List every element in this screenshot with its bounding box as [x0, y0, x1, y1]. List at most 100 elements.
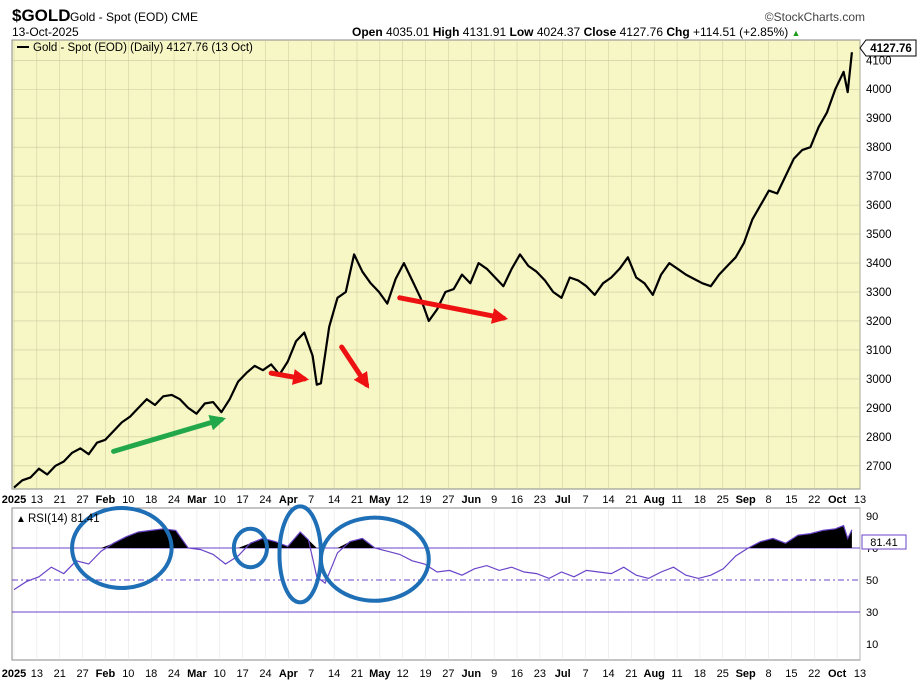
- price-legend: Gold - Spot (EOD) (Daily) 4127.76 (13 Oc…: [33, 42, 253, 54]
- rsi-x-tick: 25: [717, 668, 729, 680]
- close-label: Close: [583, 25, 617, 39]
- rsi-x-tick: 15: [785, 668, 797, 680]
- price-x-tick: 18: [694, 494, 706, 506]
- price-y-tick: 3500: [866, 229, 892, 241]
- rsi-x-tick: Jun: [462, 668, 482, 680]
- low-label: Low: [509, 25, 534, 39]
- chg-value: +114.51 (+2.85%): [693, 25, 789, 39]
- rsi-last-value: 81.41: [870, 537, 898, 549]
- close-value: 4127.76: [619, 25, 663, 39]
- price-panel-background: [11, 39, 861, 490]
- price-y-tick: 3600: [866, 200, 892, 212]
- low-value: 4024.37: [536, 25, 581, 39]
- annotation-ellipse: [231, 526, 270, 570]
- rsi-x-axis: 2025 13 21 27 Feb 10 18 24 Mar 10 17 24 Apr 7 14 21 May 1…: [2, 668, 866, 680]
- price-x-tick: 13: [31, 494, 43, 506]
- price-y-axis: 2700 2800 2900 3000 3100 3200 3300 3400 3500 3600…: [866, 55, 892, 473]
- price-x-tick: 13: [854, 494, 866, 506]
- rsi-x-tick: 18: [145, 668, 157, 680]
- rsi-legend: RSI(14) 81.41: [28, 513, 100, 525]
- rsi-x-tick: 13: [31, 668, 43, 680]
- price-x-tick: 14: [328, 494, 340, 506]
- price-x-tick: 27: [442, 494, 454, 506]
- rsi-x-tick: 18: [694, 668, 706, 680]
- price-x-tick: Feb: [96, 494, 116, 506]
- rsi-overbought-fill: [14, 525, 852, 548]
- red-arrow: [268, 369, 310, 385]
- exchange-text: CME: [171, 10, 199, 24]
- rsi-y-axis: 1030507090: [866, 511, 878, 651]
- rsi-x-tick: 8: [765, 668, 771, 680]
- rsi-annotations: [70, 504, 431, 605]
- rsi-x-tick: 7: [308, 668, 314, 680]
- green-arrow: [111, 414, 226, 454]
- rsi-x-tick: Feb: [96, 668, 116, 680]
- open-value: 4035.01: [386, 25, 430, 39]
- price-y-tick: 4000: [866, 84, 892, 96]
- price-y-tick: 2700: [866, 461, 892, 473]
- price-x-tick: 10: [214, 494, 226, 506]
- price-series-line: [13, 52, 853, 489]
- rsi-grid: [13, 508, 861, 660]
- price-x-tick: 19: [419, 494, 431, 506]
- rsi-x-tick: 14: [328, 668, 340, 680]
- price-annotations: [111, 295, 509, 454]
- price-x-tick: 25: [717, 494, 729, 506]
- price-x-tick: 22: [808, 494, 820, 506]
- red-arrow: [339, 344, 370, 389]
- red-arrow: [397, 295, 509, 324]
- high-label: High: [432, 25, 460, 39]
- rsi-x-tick: 9: [491, 668, 497, 680]
- price-x-tick: 24: [168, 494, 180, 506]
- rsi-x-tick: 21: [54, 668, 66, 680]
- rsi-x-tick: 16: [511, 668, 523, 680]
- rsi-x-tick: Oct: [828, 668, 847, 680]
- price-x-tick: 24: [259, 494, 271, 506]
- price-x-tick: 8: [765, 494, 771, 506]
- price-x-axis: 2025 13 21 27 Feb 10 18 24 Mar 10 17 24 Apr 7 14 21 May 1…: [2, 494, 866, 506]
- rsi-y-tick: 50: [866, 575, 878, 587]
- rsi-x-tick: Sep: [736, 668, 756, 680]
- price-x-tick: 7: [308, 494, 314, 506]
- price-x-tick: 7: [583, 494, 589, 506]
- price-y-tick: 3200: [866, 316, 892, 328]
- price-x-tick: 14: [602, 494, 614, 506]
- description-text: Gold - Spot (EOD): [70, 10, 169, 24]
- price-y-tick: 3400: [866, 258, 892, 270]
- price-x-tick: 21: [625, 494, 637, 506]
- rsi-x-tick: 14: [602, 668, 614, 680]
- price-x-tick: Jun: [462, 494, 482, 506]
- price-x-tick: 16: [511, 494, 523, 506]
- rsi-x-tick: 2025: [2, 668, 26, 680]
- chart-symbol: $GOLD: [12, 6, 71, 25]
- price-y-tick: 3900: [866, 113, 892, 125]
- price-x-tick: 10: [122, 494, 134, 506]
- rsi-x-tick: 23: [534, 668, 546, 680]
- price-x-tick: 23: [534, 494, 546, 506]
- chg-up-arrow-icon: ▲: [791, 28, 801, 38]
- rsi-legend-icon: ▲: [16, 514, 26, 525]
- price-x-tick: 21: [54, 494, 66, 506]
- price-x-tick: 27: [76, 494, 88, 506]
- price-x-tick: Apr: [279, 494, 299, 506]
- price-x-tick: Sep: [736, 494, 756, 506]
- price-x-tick: 12: [397, 494, 409, 506]
- rsi-x-tick: Mar: [187, 668, 207, 680]
- rsi-x-tick: May: [369, 668, 391, 680]
- rsi-x-tick: 24: [168, 668, 180, 680]
- price-x-tick: Jul: [555, 494, 571, 506]
- price-last-value: 4127.76: [870, 43, 912, 55]
- price-x-tick: Mar: [187, 494, 207, 506]
- rsi-x-tick: 7: [583, 668, 589, 680]
- rsi-x-tick: 21: [351, 668, 363, 680]
- price-y-tick: 3300: [866, 287, 892, 299]
- price-y-tick: 3100: [866, 345, 892, 357]
- high-value: 4131.91: [462, 25, 507, 39]
- price-x-tick: 15: [785, 494, 797, 506]
- rsi-x-tick: Aug: [644, 668, 665, 680]
- brand-logo: ©StockCharts.com: [764, 10, 865, 24]
- price-y-tick: 3800: [866, 142, 892, 154]
- price-y-tick: 3000: [866, 374, 892, 386]
- rsi-x-tick: 27: [76, 668, 88, 680]
- price-x-tick: 9: [491, 494, 497, 506]
